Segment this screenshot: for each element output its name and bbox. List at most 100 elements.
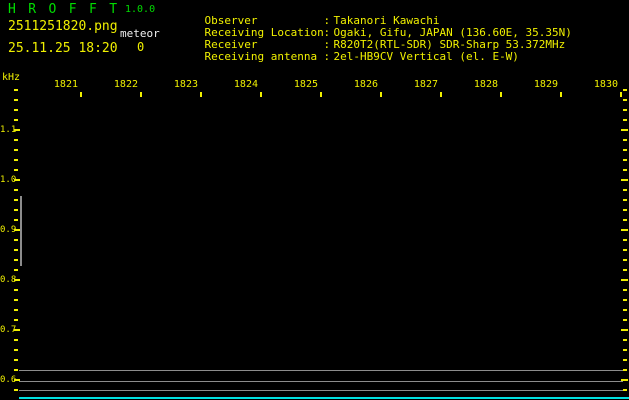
info-separator: : — [323, 14, 331, 27]
y-axis-minor-tick-right — [623, 299, 627, 301]
app-version: 1.0.0 — [125, 4, 156, 15]
y-axis-unit-label: kHz — [2, 72, 21, 83]
y-axis-minor-tick-left — [14, 299, 18, 301]
y-axis-label: 0.9 — [0, 225, 17, 235]
y-axis-minor-tick-right — [623, 89, 627, 91]
y-axis-minor-tick-left — [14, 249, 18, 251]
y-axis-minor-tick-left — [14, 349, 18, 351]
y-axis-minor-tick-right — [623, 199, 627, 201]
observation-mode: meteor — [120, 27, 160, 40]
info-row-location: Receiving Location: Ogaki, Gifu, JAPAN (1… — [178, 15, 572, 51]
y-axis-minor-tick-left — [14, 369, 18, 371]
y-axis-label: 0.7 — [0, 325, 17, 335]
y-axis-minor-tick-left — [14, 199, 18, 201]
y-axis-major-tick-right — [621, 179, 628, 181]
y-axis-minor-tick-right — [623, 139, 627, 141]
x-axis-tick — [380, 92, 382, 97]
noise-floor-line — [19, 381, 623, 382]
y-axis-label: 0.6 — [0, 375, 17, 385]
y-axis-minor-tick-left — [14, 389, 18, 391]
y-axis-major-tick-right — [621, 379, 628, 381]
app-title: H R O F F T — [8, 2, 120, 17]
y-axis-minor-tick-left — [14, 209, 18, 211]
y-axis-label: 0.8 — [0, 275, 17, 285]
y-axis-minor-tick-right — [623, 259, 627, 261]
x-axis-tick — [260, 92, 262, 97]
y-axis-minor-tick-right — [623, 339, 627, 341]
y-axis-minor-tick-left — [14, 189, 18, 191]
y-axis-major-tick-left — [14, 329, 20, 331]
y-axis-minor-tick-right — [623, 109, 627, 111]
echo-count: 0 — [137, 40, 145, 54]
y-axis-minor-tick-right — [623, 349, 627, 351]
y-axis-major-tick-right — [621, 129, 628, 131]
x-axis-label: 1821 — [53, 79, 78, 90]
y-axis-minor-tick-right — [623, 359, 627, 361]
y-axis-label: 1.0 — [0, 175, 17, 185]
x-axis-label: 1827 — [413, 79, 438, 90]
y-axis-minor-tick-left — [14, 169, 18, 171]
y-axis-major-tick-left — [14, 229, 20, 231]
info-separator: : — [323, 26, 331, 39]
info-separator: : — [323, 38, 331, 51]
y-axis-minor-tick-right — [623, 189, 627, 191]
y-axis-minor-tick-left — [14, 89, 18, 91]
y-axis-label: 1.1 — [0, 125, 17, 135]
x-axis-label: 1830 — [593, 79, 618, 90]
y-axis-minor-tick-right — [623, 319, 627, 321]
y-axis-minor-tick-right — [623, 369, 627, 371]
start-marker-line — [20, 196, 22, 266]
x-axis-label: 1824 — [233, 79, 258, 90]
y-axis-minor-tick-left — [14, 259, 18, 261]
y-axis-minor-tick-right — [623, 159, 627, 161]
x-axis-tick — [500, 92, 502, 97]
x-axis-tick — [320, 92, 322, 97]
y-axis-major-tick-left — [14, 379, 20, 381]
y-axis-minor-tick-right — [623, 289, 627, 291]
observation-datetime: 25.11.25 18:20 — [8, 41, 118, 56]
x-axis-tick — [620, 92, 622, 97]
y-axis-minor-tick-left — [14, 289, 18, 291]
x-axis-label: 1828 — [473, 79, 498, 90]
y-axis-major-tick-right — [621, 329, 628, 331]
info-value: Takanori Kawachi — [333, 14, 440, 27]
x-axis-label: 1823 — [173, 79, 198, 90]
info-value: Ogaki, Gifu, JAPAN (136.60E, 35.35N) — [333, 26, 572, 39]
info-label: Receiving antenna — [204, 50, 318, 63]
y-axis-minor-tick-right — [623, 99, 627, 101]
x-axis-label: 1829 — [533, 79, 558, 90]
y-axis-minor-tick-left — [14, 119, 18, 121]
info-label: Receiving Location — [204, 26, 324, 39]
y-axis-minor-tick-right — [623, 169, 627, 171]
y-axis-minor-tick-left — [14, 239, 18, 241]
info-label: Observer — [204, 14, 258, 27]
x-axis-tick — [80, 92, 82, 97]
y-axis-minor-tick-left — [14, 319, 18, 321]
y-axis-minor-tick-left — [14, 109, 18, 111]
x-axis-label: 1826 — [353, 79, 378, 90]
info-separator: : — [323, 50, 331, 63]
y-axis-minor-tick-left — [14, 219, 18, 221]
info-value: R820T2(RTL-SDR) SDR-Sharp 53.372MHz — [333, 38, 566, 51]
y-axis-minor-tick-left — [14, 309, 18, 311]
y-axis-major-tick-left — [14, 279, 20, 281]
y-axis-minor-tick-right — [623, 149, 627, 151]
y-axis-minor-tick-right — [623, 239, 627, 241]
y-axis-minor-tick-left — [14, 99, 18, 101]
y-axis-minor-tick-left — [14, 269, 18, 271]
y-axis-major-tick-left — [14, 129, 20, 131]
info-label: Receiver — [204, 38, 258, 51]
x-axis-label: 1825 — [293, 79, 318, 90]
x-axis-tick — [200, 92, 202, 97]
x-axis-tick — [440, 92, 442, 97]
y-axis-minor-tick-left — [14, 159, 18, 161]
time-axis-baseline — [19, 397, 629, 399]
y-axis-minor-tick-right — [623, 209, 627, 211]
y-axis-minor-tick-right — [623, 269, 627, 271]
y-axis-minor-tick-left — [14, 359, 18, 361]
y-axis-major-tick-right — [621, 229, 628, 231]
y-axis-minor-tick-right — [623, 389, 627, 391]
noise-floor-line — [19, 390, 623, 391]
